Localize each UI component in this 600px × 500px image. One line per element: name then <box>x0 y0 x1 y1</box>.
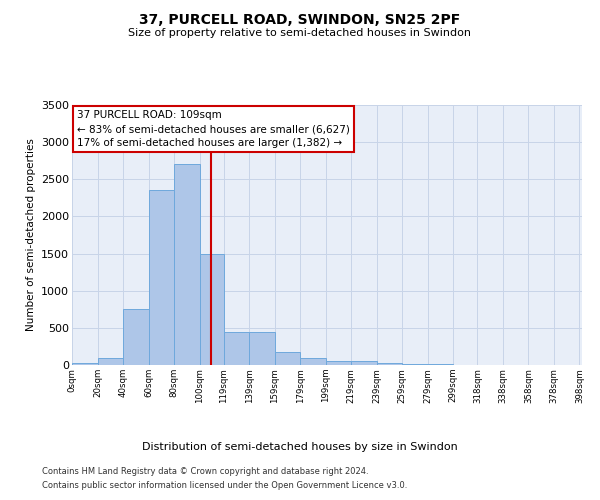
Bar <box>174 164 199 365</box>
Y-axis label: Number of semi-detached properties: Number of semi-detached properties <box>26 138 35 332</box>
Bar <box>402 364 428 365</box>
Bar <box>149 190 174 365</box>
Bar <box>199 254 224 365</box>
Text: 37 PURCELL ROAD: 109sqm
← 83% of semi-detached houses are smaller (6,627)
17% of: 37 PURCELL ROAD: 109sqm ← 83% of semi-de… <box>77 110 350 148</box>
Text: Distribution of semi-detached houses by size in Swindon: Distribution of semi-detached houses by … <box>142 442 458 452</box>
Text: Contains HM Land Registry data © Crown copyright and database right 2024.: Contains HM Land Registry data © Crown c… <box>42 468 368 476</box>
Bar <box>224 332 249 365</box>
Text: Size of property relative to semi-detached houses in Swindon: Size of property relative to semi-detach… <box>128 28 472 38</box>
Bar <box>249 332 275 365</box>
Text: 37, PURCELL ROAD, SWINDON, SN25 2PF: 37, PURCELL ROAD, SWINDON, SN25 2PF <box>139 12 461 26</box>
Bar <box>300 358 326 365</box>
Bar <box>351 362 377 365</box>
Bar <box>377 363 402 365</box>
Bar <box>72 363 97 365</box>
Bar <box>275 352 300 365</box>
Bar <box>97 358 123 365</box>
Text: Contains public sector information licensed under the Open Government Licence v3: Contains public sector information licen… <box>42 481 407 490</box>
Bar <box>123 310 149 365</box>
Bar <box>428 364 453 365</box>
Bar <box>326 360 351 365</box>
